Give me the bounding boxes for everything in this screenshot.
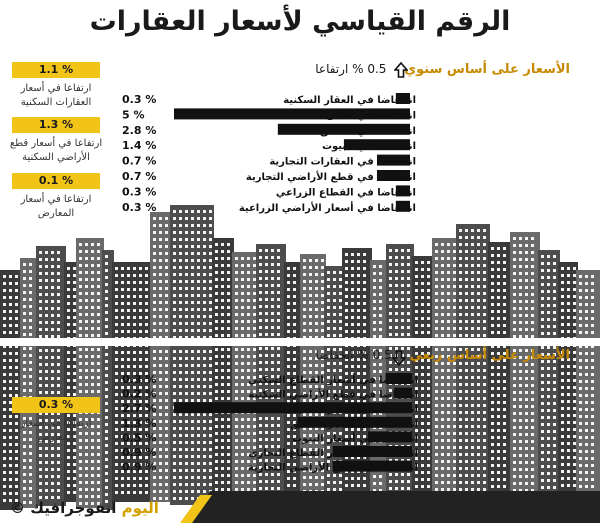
footer-strip	[180, 491, 600, 523]
category-label: انخفاضا في أسعار الأراضي الزراعية	[239, 201, 416, 214]
side-note-label: ارتفاعا في أسعار المعارض	[20, 418, 92, 443]
building-graphic	[412, 256, 434, 506]
building-graphic	[576, 270, 600, 506]
annual-change: 0.5 % ارتفاعا	[315, 62, 387, 76]
category-label: انخفاضا في قطع الأراضي السكنية	[248, 388, 418, 401]
category-label: انخفاضا في أسعار القطاع السكني	[248, 373, 418, 386]
value-label: 5 %	[122, 108, 145, 121]
side-note-label: ارتفاعا في أسعار قطع الأراضي السكنية	[9, 138, 103, 163]
chart-bar	[376, 170, 410, 181]
side-note-value: 0.3 %	[12, 397, 100, 413]
value-label: 0.7 %	[122, 170, 156, 183]
category-label: انخفاضا في العقارات التجارية	[269, 157, 416, 168]
side-note-label: ارتفاعا في أسعار العقارات السكنية	[20, 83, 92, 108]
value-label: 0.3 %	[122, 201, 156, 214]
building-graphic	[76, 238, 104, 508]
chart-bar	[174, 402, 412, 414]
category-label: انخفاضا في قطع الأراضي التجارية	[248, 461, 418, 474]
category-label: انخفاضا في البيوت	[322, 141, 416, 152]
side-note-value: 1.1 %	[12, 62, 100, 78]
side-note-value: 1.3 %	[12, 117, 100, 133]
chart-bar	[367, 431, 412, 443]
building-graphic	[102, 250, 114, 510]
chart-bar	[277, 123, 410, 135]
value-label: 2.7 %	[122, 402, 156, 415]
category-label: انخفاضا في أسعار البيوت	[292, 431, 418, 444]
brand-name: اليوم	[121, 499, 159, 517]
value-label: 0.3 %	[122, 185, 156, 198]
chart-bar	[395, 200, 410, 212]
arrow-up-icon	[394, 62, 408, 78]
building-graphic	[284, 262, 302, 507]
value-label: 0.9 %	[122, 446, 156, 459]
building-graphic	[0, 270, 22, 510]
chart-bar	[395, 93, 410, 104]
chart-bar	[385, 373, 412, 384]
chart-bar	[376, 154, 410, 166]
chart-bar	[297, 416, 412, 428]
chart-bar	[332, 460, 412, 472]
chart-bar	[395, 185, 410, 197]
building-graphic	[488, 242, 512, 508]
category-label: انخفاضا في الشقق	[320, 126, 416, 137]
quarterly-change: 0.5 % انخفاضا	[315, 348, 392, 362]
value-label: 2.8 %	[122, 124, 156, 137]
category-label: انخفاضا في القطاع الزراعي	[276, 187, 416, 198]
chart-bar	[343, 139, 410, 151]
footer-logo: اليوم انفوجرافيك ©	[10, 499, 159, 517]
value-label: 1.3 %	[122, 417, 156, 430]
chart-bar	[174, 108, 410, 120]
value-label: 1.4 %	[122, 139, 156, 152]
category-label: انخفاضا في أسعار القطاع التجاري	[248, 446, 418, 459]
category-label: انخفاضا في العقار السكنية	[283, 95, 416, 106]
page-title: الرقم القياسي لأسعار العقارات	[89, 6, 511, 37]
footer-text: انفوجرافيك ©	[10, 499, 117, 517]
building-graphic	[558, 262, 578, 506]
category-label: انخفاضا في الفلل	[326, 110, 416, 121]
building-graphic	[538, 250, 560, 506]
building-graphic	[232, 252, 258, 502]
quarterly-heading: الأسعار على أساس ربعي 0.5 % انخفاضا	[316, 348, 570, 363]
category-label: انخفاضا في قطع الأراضي التجارية	[246, 170, 416, 183]
building-graphic	[510, 232, 540, 508]
chart-bar	[394, 387, 412, 399]
building-graphic	[112, 262, 152, 502]
building-graphic	[150, 212, 172, 502]
value-label: 0.2 %	[122, 388, 156, 401]
building-graphic	[300, 254, 326, 506]
annual-heading-title: الأسعار على أساس سنوي	[404, 62, 570, 77]
category-label: انخفاضا في أسعار الشقق	[290, 417, 418, 430]
value-label: 0.9 %	[122, 461, 156, 474]
value-label: 0.3 %	[122, 93, 156, 106]
skyline-ground	[0, 338, 600, 346]
value-label: 0.7 %	[122, 155, 156, 168]
value-label: 0.5 %	[122, 431, 156, 444]
building-graphic	[212, 238, 234, 508]
quarterly-heading-title: الأسعار على أساس ربعي	[409, 348, 570, 363]
value-label: 0.3 %	[122, 373, 156, 386]
building-graphic	[256, 244, 286, 509]
category-label: انخفاضا في أسعار الفلل	[296, 402, 418, 415]
annual-heading: الأسعار على أساس سنوي 0.5 % ارتفاعا	[315, 62, 570, 77]
building-graphic	[36, 246, 66, 506]
arrow-down-icon	[392, 350, 406, 366]
side-note-value: 0.1 %	[12, 173, 100, 189]
side-note-label: ارتفاعا في أسعار المعارض	[20, 194, 92, 219]
building-graphic	[456, 224, 490, 508]
chart-bar	[332, 446, 412, 457]
